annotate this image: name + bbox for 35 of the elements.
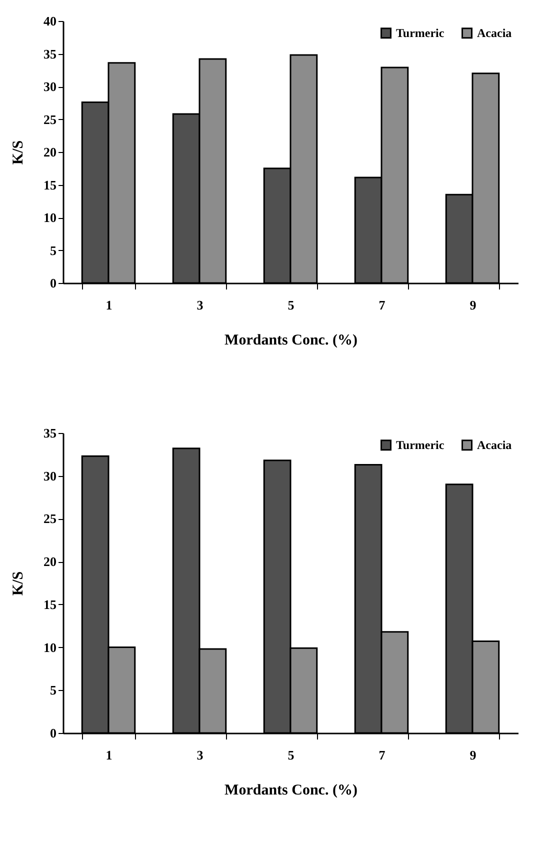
y-tick-label: 30	[44, 468, 56, 484]
x-tick-label: 7	[378, 298, 386, 312]
y-tick-label: 25	[44, 112, 57, 127]
y-tick-label: 35	[44, 426, 57, 440]
x-axis-title: Mordants Conc. (%)	[224, 782, 358, 798]
y-tick-label: 40	[44, 14, 56, 28]
x-tick-label: 3	[196, 298, 204, 312]
y-tick-label: 10	[44, 640, 56, 655]
y-tick-label: 0	[50, 276, 56, 290]
legend-label: Acacia	[477, 26, 512, 40]
legend-label: Turmeric	[396, 26, 445, 40]
x-axis-title: Mordants Conc. (%)	[224, 332, 358, 348]
legend-label: Acacia	[477, 438, 512, 452]
x-tick-label: 1	[106, 298, 112, 312]
x-tick-label: 1	[106, 748, 112, 762]
x-tick-label: 3	[196, 748, 204, 762]
y-tick-label: 5	[50, 682, 57, 698]
x-tick-label: 7	[378, 748, 386, 762]
y-tick-label: 0	[50, 726, 56, 740]
x-tick-label: 9	[470, 748, 477, 762]
y-tick-label: 30	[44, 79, 56, 94]
x-tick-label: 5	[288, 748, 295, 762]
legend-label: Turmeric	[396, 438, 445, 452]
y-tick-label: 20	[44, 144, 56, 160]
y-tick-label: 35	[44, 46, 57, 62]
y-tick-label: 5	[50, 242, 57, 258]
y-tick-label: 20	[44, 554, 56, 570]
y-axis-title: K/S	[10, 140, 26, 165]
y-tick-label: 10	[44, 210, 56, 225]
x-tick-label: 5	[288, 298, 295, 312]
x-tick-label: 9	[470, 298, 477, 312]
y-tick-label: 15	[44, 596, 57, 612]
y-axis-title: K/S	[10, 571, 26, 596]
y-tick-label: 15	[44, 177, 57, 192]
y-tick-label: 25	[44, 511, 57, 526]
